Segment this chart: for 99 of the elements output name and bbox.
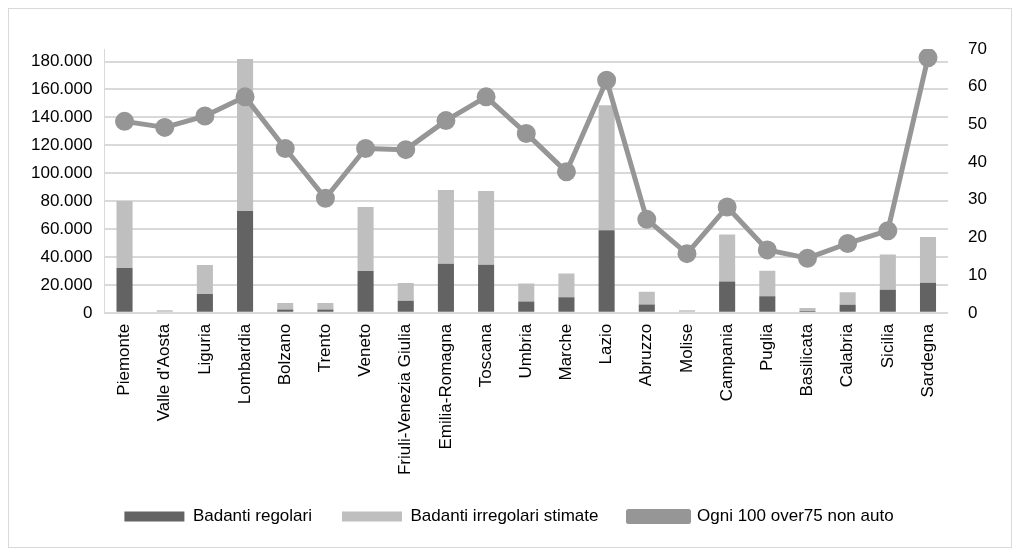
y-tick-label: 100.000 (31, 162, 93, 182)
x-tick-label: Lombardia (234, 323, 254, 405)
bar (719, 234, 736, 282)
y-tick-label: 180.000 (31, 51, 93, 71)
x-tick-label: Bolzano (274, 323, 294, 386)
point (195, 106, 215, 126)
bar (598, 105, 615, 231)
y2-tick-label: 40 (968, 151, 988, 171)
y2-tick-label: 60 (968, 76, 988, 96)
point (556, 162, 576, 182)
point (275, 139, 295, 158)
bar (116, 268, 133, 312)
bar (518, 301, 535, 312)
y-tick-label: 60.000 (40, 218, 93, 238)
x-tick-label: Marche (556, 323, 576, 381)
x-tick-label: Puglia (757, 323, 776, 372)
y2-tick-label: 70 (968, 38, 988, 58)
bar (558, 273, 575, 298)
x-tick-label: Basilicata (797, 323, 817, 397)
point (155, 117, 175, 137)
bar (437, 263, 454, 312)
point (797, 248, 817, 268)
bar (397, 300, 414, 312)
bar (196, 264, 213, 294)
bar (518, 283, 535, 302)
point (878, 221, 898, 241)
x-tick-label: Molise (676, 323, 696, 373)
point (115, 111, 135, 131)
bar (357, 207, 374, 271)
y2-tick-label: 20 (968, 227, 988, 247)
bar (598, 230, 615, 312)
bar (839, 292, 856, 305)
point (838, 233, 858, 253)
x-tick-label: Valle d'Aosta (154, 323, 174, 422)
bar (478, 264, 495, 312)
point (476, 87, 496, 107)
x-tick-label: Abruzzo (636, 323, 656, 387)
x-tick-label: Liguria (194, 323, 214, 375)
legend-label: Ogni 100 over75 non auto (697, 506, 894, 526)
x-tick-label: Lazio (596, 323, 616, 365)
bar (237, 211, 254, 312)
y2-tick-label: 30 (968, 189, 988, 209)
point (717, 197, 737, 217)
point (436, 111, 456, 131)
x-tick-label: Umbria (515, 323, 535, 379)
point (597, 70, 617, 90)
x-tick-label: Trento (315, 323, 335, 373)
point (315, 188, 335, 208)
bar (317, 309, 334, 312)
legend-label: Badanti regolari (192, 506, 312, 526)
bar (879, 254, 896, 290)
y-tick-label: 80.000 (40, 190, 93, 210)
bar (437, 189, 454, 264)
x-tick-label: Sardegna (917, 323, 937, 398)
point (677, 244, 697, 264)
y2-tick-label: 0 (968, 302, 978, 322)
bar (277, 309, 294, 312)
y-tick-label: 0 (82, 302, 93, 322)
x-tick-label: Veneto (355, 323, 375, 377)
x-tick-label: Calabria (837, 323, 857, 388)
y-tick-label: 40.000 (40, 246, 93, 266)
x-tick-label: Sicilia (877, 323, 897, 369)
point (396, 140, 416, 160)
bar (839, 304, 856, 312)
bar (196, 293, 213, 312)
bar (799, 307, 816, 312)
y-tick-label: 20.000 (40, 274, 93, 294)
bar (317, 303, 334, 310)
bar (638, 304, 655, 312)
y-tick-label: 140.000 (31, 107, 93, 127)
point (356, 139, 376, 158)
y-tick-label: 120.000 (31, 135, 93, 154)
legend-label: Badanti irregolari stimate (410, 506, 599, 526)
point (516, 123, 536, 143)
y2-tick-label: 50 (968, 114, 988, 134)
x-tick-label: Friuli-Venezia Giulia (395, 323, 415, 476)
point (235, 87, 255, 107)
bar (558, 297, 575, 312)
y-tick-label: 160.000 (31, 79, 93, 99)
bar (919, 237, 937, 283)
bar (759, 296, 776, 312)
bar (116, 201, 133, 269)
bar (879, 289, 896, 312)
bar (919, 282, 937, 312)
point (918, 49, 938, 68)
point (757, 240, 777, 260)
bar (759, 270, 776, 297)
bar (719, 281, 736, 312)
point (637, 209, 657, 229)
x-tick-label: Piemonte (114, 323, 134, 396)
bar (357, 270, 374, 312)
y2-tick-label: 10 (968, 264, 988, 284)
x-tick-label: Campania (716, 323, 736, 402)
bar (277, 303, 294, 310)
x-tick-label: Toscana (475, 323, 495, 388)
bar (397, 283, 414, 301)
bar (638, 291, 655, 305)
bar (478, 191, 495, 265)
x-tick-label: Emilia-Romagna (435, 323, 455, 450)
